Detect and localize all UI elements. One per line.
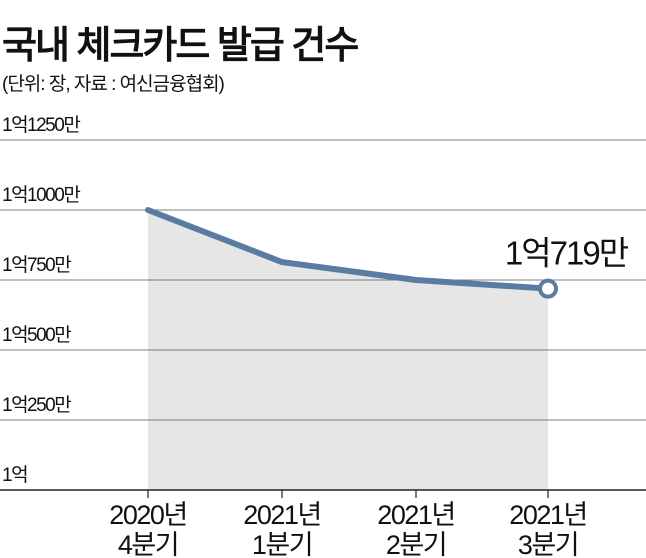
y-tick-label: 1억1000만	[2, 184, 80, 206]
x-tick-label: 2021년	[509, 500, 586, 530]
chart-title: 국내 체크카드 발급 건수	[2, 25, 358, 67]
point	[538, 278, 558, 299]
x-tick-label: 2분기	[386, 530, 446, 558]
x-tick-label: 2021년	[377, 500, 454, 530]
x-tick-label: 4분기	[118, 530, 178, 558]
y-tick-label: 1억500만	[2, 324, 71, 346]
x-tick-label: 2020년	[109, 500, 186, 530]
x-tick-label: 1분기	[252, 530, 312, 558]
y-tick-label: 1억750만	[2, 254, 71, 276]
y-tick-label: 1억1250만	[2, 114, 80, 136]
x-tick-label: 3분기	[518, 530, 578, 558]
chart-subtitle: (단위: 장, 자료 : 여신금융협회)	[2, 73, 225, 95]
line	[145, 207, 551, 292]
y-tick-label: 1억	[2, 464, 27, 486]
x-tick-label: 2021년	[243, 500, 320, 530]
value-label: 1억719만	[505, 235, 629, 272]
y-tick-label: 1억250만	[2, 394, 71, 416]
